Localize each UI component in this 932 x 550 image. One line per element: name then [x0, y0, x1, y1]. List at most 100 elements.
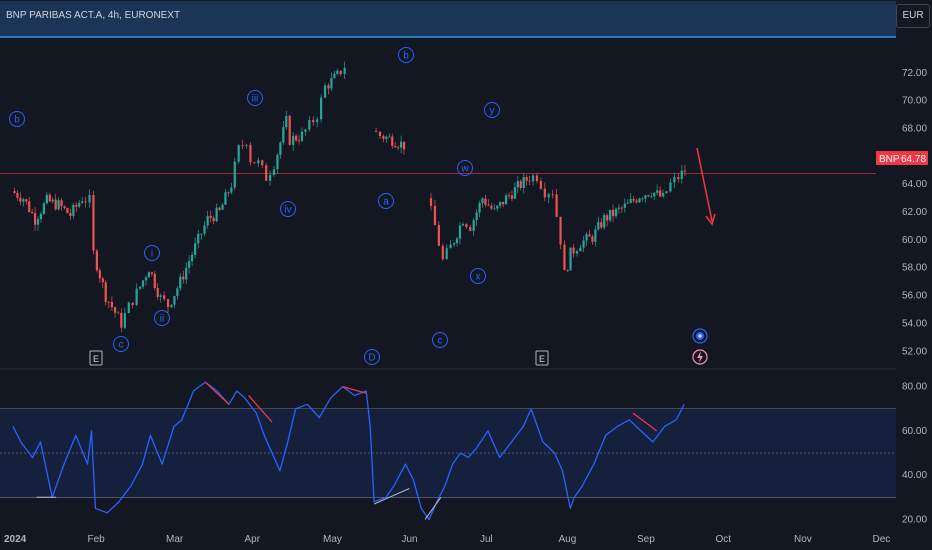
- candle-body: [203, 225, 206, 234]
- candle: [665, 190, 668, 194]
- candle-body: [63, 206, 66, 209]
- candle: [294, 133, 298, 143]
- candle-body: [588, 234, 591, 237]
- candle: [138, 286, 142, 291]
- candle: [374, 127, 378, 133]
- candle-body: [320, 97, 323, 120]
- candle-body: [475, 212, 478, 221]
- candle: [629, 192, 632, 204]
- candle-body: [569, 247, 572, 271]
- candle: [25, 198, 28, 205]
- candle-body: [110, 301, 114, 308]
- candle-body: [268, 174, 272, 181]
- candle: [123, 307, 126, 330]
- candle: [156, 283, 159, 300]
- divergence-line: [424, 497, 442, 520]
- candle: [394, 142, 397, 148]
- candle: [433, 200, 437, 226]
- time-tick: Aug: [559, 534, 577, 545]
- time-tick: Dec: [873, 534, 891, 545]
- candle: [653, 192, 656, 201]
- wave-label-circle: [144, 245, 160, 261]
- candle: [661, 189, 665, 198]
- wave-label-b[interactable]: b: [398, 47, 414, 63]
- wave-label-ii[interactable]: ii: [154, 310, 170, 326]
- wave-label-i[interactable]: i: [144, 245, 160, 261]
- candle: [680, 164, 683, 184]
- candle-body: [218, 207, 221, 210]
- candle-body: [45, 194, 48, 204]
- candle: [469, 224, 472, 232]
- candle-body: [297, 140, 301, 142]
- wave-label-text: D: [368, 353, 375, 364]
- candle-body: [547, 194, 550, 198]
- price-tick: 62.00: [902, 207, 927, 218]
- candle-body: [673, 177, 676, 183]
- candle-body: [600, 222, 603, 228]
- wave-label-a[interactable]: a: [378, 193, 394, 209]
- candle-body: [88, 195, 91, 203]
- candle-body: [28, 201, 31, 212]
- candle-body: [323, 85, 327, 98]
- wave-label-x[interactable]: x: [470, 268, 486, 284]
- wave-label-circle: [378, 193, 394, 209]
- wave-label-D[interactable]: D: [364, 349, 380, 365]
- plus-icon[interactable]: [692, 328, 708, 344]
- candle: [620, 205, 623, 213]
- currency-button[interactable]: EUR: [896, 4, 930, 28]
- event-marker-E-2[interactable]: E: [535, 350, 549, 366]
- wave-label-b[interactable]: b: [9, 111, 25, 127]
- candle-body: [279, 142, 282, 155]
- candle: [241, 139, 244, 150]
- candle-body: [276, 154, 279, 170]
- candle: [131, 302, 134, 309]
- candle: [75, 202, 78, 212]
- candle-body: [33, 213, 37, 225]
- candle: [339, 70, 342, 77]
- candle: [445, 244, 448, 261]
- candle: [539, 177, 543, 191]
- candle: [402, 141, 406, 155]
- candle-body: [555, 194, 558, 217]
- candle: [547, 192, 550, 204]
- candle: [555, 189, 558, 218]
- candle: [63, 205, 66, 210]
- wave-label-iv[interactable]: iv: [280, 201, 296, 217]
- candle: [194, 237, 197, 259]
- lightning-icon[interactable]: [692, 349, 708, 365]
- candle-body: [107, 301, 110, 303]
- candle: [478, 200, 481, 218]
- event-marker-E-1[interactable]: E: [89, 350, 103, 366]
- time-tick: Sep: [637, 534, 655, 545]
- candle: [188, 255, 191, 274]
- candle: [135, 283, 138, 306]
- candle: [597, 216, 600, 231]
- candle-body: [543, 188, 546, 198]
- candle-body: [179, 276, 182, 289]
- candle-body: [516, 181, 519, 188]
- wave-label-iii[interactable]: iii: [247, 90, 263, 106]
- candle: [197, 229, 200, 249]
- candle-body: [507, 195, 511, 197]
- candle: [218, 206, 221, 212]
- wave-label-text: a: [383, 197, 389, 208]
- candle-body: [294, 135, 298, 141]
- candle-body: [81, 201, 84, 203]
- candle-body: [591, 236, 594, 242]
- candle: [566, 268, 569, 273]
- candle: [81, 196, 84, 204]
- candle: [33, 207, 37, 231]
- candle-body: [197, 233, 200, 244]
- wave-label-w[interactable]: w: [457, 160, 473, 176]
- wave-label-c[interactable]: c: [432, 332, 448, 348]
- candle: [54, 193, 57, 211]
- wave-label-c[interactable]: c: [113, 336, 129, 352]
- candle: [504, 193, 508, 205]
- candle: [117, 311, 120, 314]
- price-label-box: [876, 151, 928, 165]
- candle-body: [559, 216, 562, 245]
- wave-label-y[interactable]: y: [484, 102, 500, 118]
- candle: [272, 165, 276, 177]
